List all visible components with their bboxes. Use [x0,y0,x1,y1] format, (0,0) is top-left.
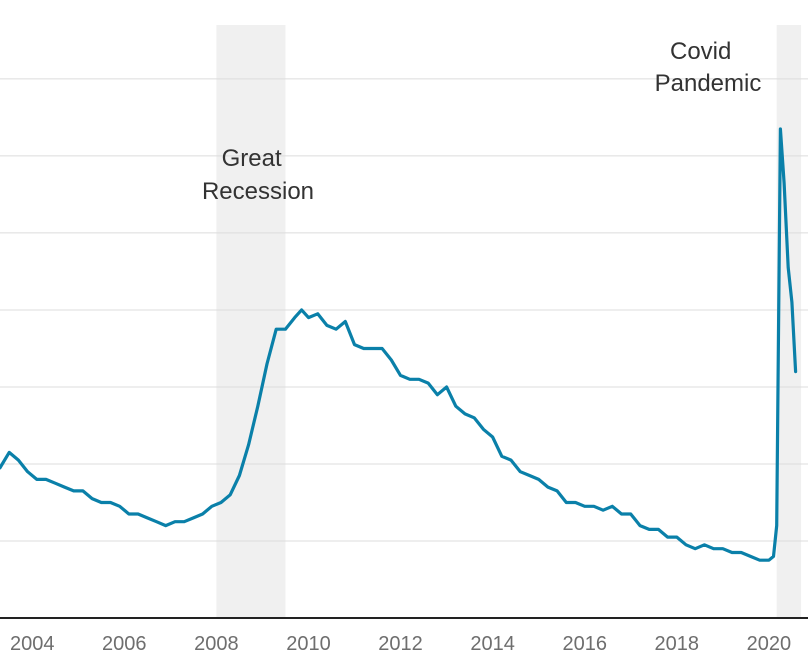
annotation-covid-pandemic: Covid Pandemic [655,38,762,97]
annotation-covid-pandemic-line-1: Covid [670,38,731,65]
annotation-great-recession-line-2: Recession [202,178,314,205]
shaded-period-0 [216,25,286,618]
shaded-period-1 [776,25,802,618]
x-tick-label-2020: 2020 [747,633,792,655]
gridlines [0,78,808,542]
x-tick-label-2012: 2012 [378,633,423,655]
x-tick-label-2018: 2018 [655,633,700,655]
shaded-periods [216,25,802,618]
annotation-covid-pandemic-line-2: Pandemic [655,70,762,97]
annotation-great-recession: Great Recession [202,145,314,205]
x-tick-label-2008: 2008 [194,633,239,655]
series-line [0,127,798,562]
annotation-great-recession-line-1: Great [222,145,282,172]
x-tick-label-2010: 2010 [286,633,331,655]
x-tick-label-2004: 2004 [10,633,55,655]
x-tick-label-2016: 2016 [562,633,607,655]
x-tick-label-2006: 2006 [102,633,147,655]
x-axis-ticks: 2004 2006 2008 2010 2012 2014 2016 2018 2020 [10,633,791,655]
x-tick-label-2014: 2014 [470,633,515,655]
